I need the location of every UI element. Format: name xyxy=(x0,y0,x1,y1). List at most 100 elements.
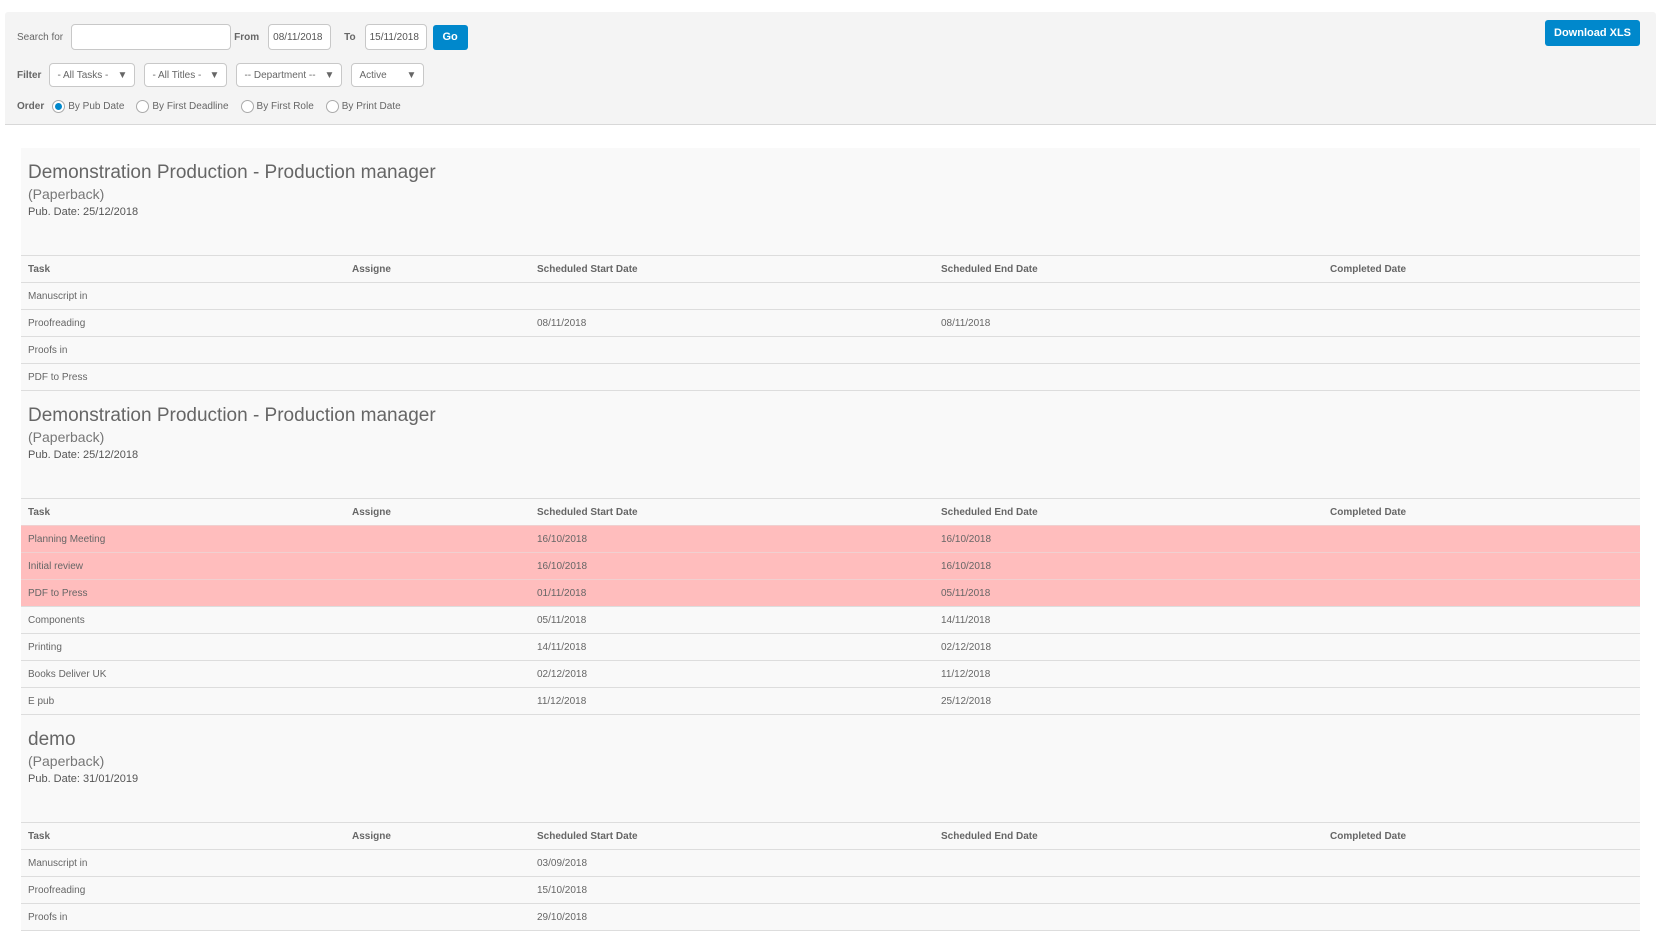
order-option[interactable]: By First Role xyxy=(240,100,314,113)
section-header: Demonstration Production - Production ma… xyxy=(21,391,1640,498)
column-header: Scheduled End Date xyxy=(941,263,1038,275)
cell-start: 16/10/2018 xyxy=(537,533,588,545)
section-header: demo (Paperback) Pub. Date: 31/01/2019 xyxy=(21,715,1640,822)
cell-start: 16/10/2018 xyxy=(537,560,588,572)
radio-icon[interactable] xyxy=(240,100,254,113)
column-header: Scheduled Start Date xyxy=(537,263,638,275)
table-header: Task Assigne Scheduled Start Date Scheduled… xyxy=(21,498,1640,525)
table-row: Proofreading 15/10/2018 xyxy=(21,876,1640,903)
column-header: Task xyxy=(28,263,51,275)
cell-start: 08/11/2018 xyxy=(537,317,587,329)
search-label: Search for xyxy=(17,31,64,43)
production-section: Demonstration Production - Production ma… xyxy=(21,391,1640,715)
cell-task: Manuscript in xyxy=(28,857,88,869)
table-row: Manuscript in xyxy=(21,282,1640,309)
column-header: Scheduled Start Date xyxy=(537,506,638,518)
table-row: Books Deliver UK 02/12/2018 11/12/2018 xyxy=(21,660,1640,687)
status-select-value: Active xyxy=(359,69,387,81)
table-header: Task Assigne Scheduled Start Date Scheduled… xyxy=(21,255,1640,282)
column-header: Task xyxy=(28,830,51,842)
cell-end: 16/10/2018 xyxy=(941,533,992,545)
production-title[interactable]: Demonstration Production - Production ma… xyxy=(28,162,436,183)
cell-start: 03/09/2018 xyxy=(537,857,588,869)
cell-start: 11/12/2018 xyxy=(537,695,587,707)
cell-end: 14/11/2018 xyxy=(941,614,991,626)
order-label: Order xyxy=(17,101,45,112)
cell-end: 25/12/2018 xyxy=(941,695,992,707)
column-header: Completed Date xyxy=(1330,263,1407,275)
pub-date: Pub. Date: 25/12/2018 xyxy=(28,206,139,218)
task-table: Task Assigne Scheduled Start Date Scheduled… xyxy=(21,255,1640,391)
order-option[interactable]: By Print Date xyxy=(325,100,401,113)
titles-select[interactable]: - All Titles - ▼ xyxy=(144,63,228,87)
cell-end: 11/12/2018 xyxy=(941,668,991,680)
section-header: Demonstration Production - Production ma… xyxy=(21,148,1640,255)
radio-icon[interactable] xyxy=(52,100,66,113)
cell-task: Components xyxy=(28,614,85,626)
cell-end: 16/10/2018 xyxy=(941,560,992,572)
pub-date: Pub. Date: 25/12/2018 xyxy=(28,449,139,461)
column-header: Scheduled End Date xyxy=(941,830,1038,842)
filter-label: Filter xyxy=(17,69,42,81)
cell-task: Proofreading xyxy=(28,884,86,896)
radio-icon[interactable] xyxy=(325,100,339,113)
dropdown-arrow-icon: ▼ xyxy=(324,69,335,81)
cell-task: Proofs in xyxy=(28,344,68,356)
order-option[interactable]: By First Deadline xyxy=(136,100,229,113)
cell-task: PDF to Press xyxy=(28,371,88,383)
go-button[interactable]: Go xyxy=(432,24,468,50)
radio-icon[interactable] xyxy=(136,100,150,113)
cell-start: 14/11/2018 xyxy=(537,641,587,653)
column-header: Scheduled Start Date xyxy=(537,830,638,842)
cell-start: 02/12/2018 xyxy=(537,668,588,680)
cell-start: 05/11/2018 xyxy=(537,614,587,626)
table-row: PDF to Press xyxy=(21,363,1640,390)
task-table: Task Assigne Scheduled Start Date Scheduled… xyxy=(21,822,1640,931)
from-date-input[interactable]: 08/11/2018 xyxy=(268,24,332,50)
order-option[interactable]: By Pub Date xyxy=(52,100,124,113)
to-label: To xyxy=(344,31,356,43)
cell-task: PDF to Press xyxy=(28,587,88,599)
department-select[interactable]: -- Department -- ▼ xyxy=(236,63,343,87)
order-option-label: By Print Date xyxy=(341,101,401,112)
cell-end: 02/12/2018 xyxy=(941,641,992,653)
cell-start: 01/11/2018 xyxy=(537,587,587,599)
department-select-value: -- Department -- xyxy=(244,69,316,81)
titles-select-value: - All Titles - xyxy=(152,69,202,81)
table-row: Proofs in xyxy=(21,336,1640,363)
table-row: Proofs in 29/10/2018 xyxy=(21,903,1640,930)
production-title[interactable]: Demonstration Production - Production ma… xyxy=(28,405,436,426)
column-header: Assigne xyxy=(352,506,391,518)
table-row: E pub 11/12/2018 25/12/2018 xyxy=(21,687,1640,714)
search-input[interactable] xyxy=(71,24,232,50)
dropdown-arrow-icon: ▼ xyxy=(209,69,220,81)
production-title[interactable]: demo xyxy=(28,729,76,750)
cell-task: Books Deliver UK xyxy=(28,668,107,680)
table-row: Manuscript in 03/09/2018 xyxy=(21,849,1640,876)
cell-task: Printing xyxy=(28,641,62,653)
cell-start: 29/10/2018 xyxy=(537,911,588,923)
to-date-input[interactable]: 15/11/2018 xyxy=(364,24,427,50)
production-section: Demonstration Production - Production ma… xyxy=(21,148,1640,391)
cell-task: Initial review xyxy=(28,560,84,572)
cell-task: Proofreading xyxy=(28,317,86,329)
tasks-select[interactable]: - All Tasks - ▼ xyxy=(49,63,136,87)
production-section: demo (Paperback) Pub. Date: 31/01/2019 T… xyxy=(21,715,1640,931)
cell-start: 15/10/2018 xyxy=(537,884,588,896)
task-table: Task Assigne Scheduled Start Date Scheduled… xyxy=(21,498,1640,715)
table-header: Task Assigne Scheduled Start Date Scheduled… xyxy=(21,822,1640,849)
column-header: Completed Date xyxy=(1330,830,1407,842)
column-header: Assigne xyxy=(352,830,391,842)
status-select[interactable]: Active ▼ xyxy=(351,63,425,87)
filter-panel: Search for From 08/11/2018 To 15/11/2018… xyxy=(5,12,1656,125)
pub-date: Pub. Date: 31/01/2019 xyxy=(28,773,139,785)
table-row: PDF to Press 01/11/2018 05/11/2018 xyxy=(21,579,1640,606)
table-row: Printing 14/11/2018 02/12/2018 xyxy=(21,633,1640,660)
dropdown-arrow-icon: ▼ xyxy=(117,69,128,81)
column-header: Scheduled End Date xyxy=(941,506,1038,518)
from-label: From xyxy=(234,31,260,43)
table-row: Proofreading 08/11/2018 08/11/2018 xyxy=(21,309,1640,336)
download-xls-button[interactable]: Download XLS xyxy=(1545,20,1640,46)
table-row: Planning Meeting 16/10/2018 16/10/2018 xyxy=(21,525,1640,552)
cell-task: E pub xyxy=(28,695,55,707)
